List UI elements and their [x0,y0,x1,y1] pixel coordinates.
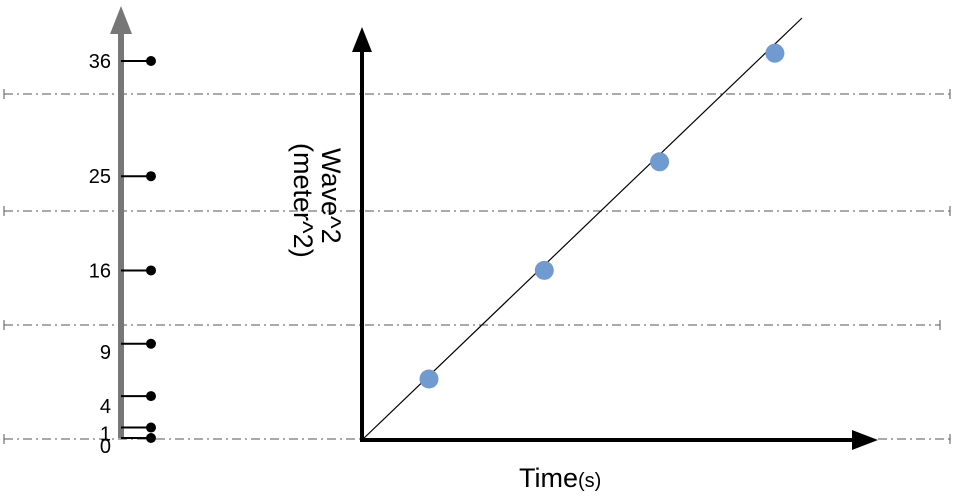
reference-tick-dot [146,56,156,66]
x-axis-title: Time(s) [519,463,601,493]
reference-tick-label: 36 [89,51,111,73]
reference-tick-dot [146,391,156,402]
reference-tick-dot [146,422,156,433]
svg-text:(meter^2): (meter^2) [288,143,318,258]
guide-lines [4,93,950,440]
y-axis-arrow [352,27,372,52]
reference-tick-dot [146,433,156,443]
data-point [419,369,439,389]
reference-tick-label: 1 [100,424,111,446]
reference-tick-label: 25 [89,166,111,188]
reference-tick-dot [146,171,156,182]
x-axis-arrow [852,430,878,450]
data-point [650,152,670,172]
reference-tick-label: 9 [100,342,111,364]
reference-tick-label: 16 [89,260,111,282]
data-point [765,43,785,63]
reference-axis-arrow [110,6,132,34]
reference-tick-label: 4 [100,396,111,418]
reference-axis: 01 4 9 16 25 36 [89,6,156,458]
trend-line [361,17,803,441]
data-point [534,260,554,280]
svg-text:Wave^2: Wave^2 [316,148,346,244]
reference-tick-dot [146,265,156,276]
reference-tick-dot [146,338,156,349]
reference-tick-label: 0 [100,436,111,458]
y-axis-title: Wave^2 (meter^2) [288,143,346,258]
main-axes [352,17,878,450]
guide-line-caps [3,89,951,444]
